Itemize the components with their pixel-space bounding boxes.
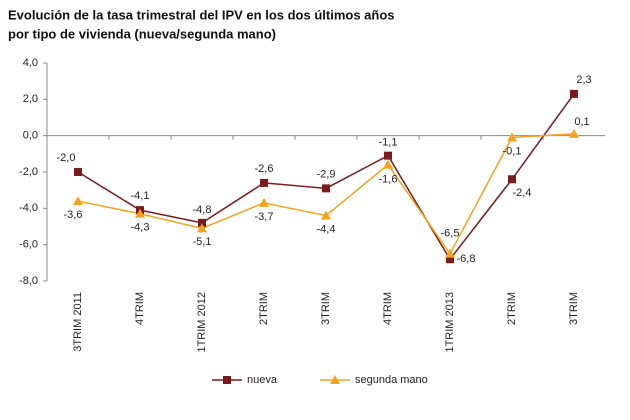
data-label: -6,8 [457, 253, 476, 265]
data-label: -2,4 [513, 187, 532, 199]
y-tick-label: -4,0 [19, 202, 38, 214]
data-label: -3,6 [64, 209, 83, 221]
marker [260, 178, 268, 187]
marker [74, 168, 82, 176]
data-label: -5,1 [193, 236, 212, 248]
x-tick-label: 3TRIM 2011 [72, 292, 84, 352]
marker [135, 208, 145, 218]
data-label: -4,4 [317, 224, 336, 236]
data-label: -4,1 [131, 190, 150, 202]
x-tick-label: 4TRIM [382, 292, 394, 325]
data-label: 2,3 [576, 74, 591, 86]
marker [197, 223, 207, 233]
marker [383, 159, 393, 169]
marker [507, 132, 517, 142]
data-label: -2,0 [57, 152, 76, 164]
x-tick-label: 3TRIM [568, 292, 580, 325]
x-tick-label: 3TRIM [320, 292, 332, 325]
y-tick-label: -2,0 [19, 166, 38, 178]
marker [198, 218, 206, 227]
marker [508, 175, 516, 184]
x-tick-label: 4TRIM [134, 292, 146, 325]
x-tick-label: 1TRIM 2013 [444, 292, 456, 353]
chart-title: Evolución de la tasa trimestral del IPV … [8, 7, 395, 22]
data-label: -3,7 [255, 211, 274, 223]
data-label: -1,1 [379, 137, 398, 149]
x-tick-label: 2TRIM [506, 292, 518, 325]
x-tick-label: 1TRIM 2012 [196, 292, 208, 353]
data-label: -1,6 [379, 174, 398, 186]
data-label: -2,9 [317, 168, 336, 180]
data-label: -2,6 [255, 163, 274, 175]
legend-label: segunda mano [355, 374, 428, 386]
marker [445, 248, 455, 258]
y-tick-label: 4,0 [23, 57, 38, 69]
chart-title: por tipo de vivienda (nueva/segunda mano… [8, 26, 276, 41]
marker [384, 151, 392, 160]
x-tick-label: 2TRIM [258, 292, 270, 325]
data-label: -0,1 [503, 145, 522, 157]
data-label: -6,5 [441, 228, 460, 240]
marker [322, 184, 330, 193]
marker [321, 210, 331, 220]
legend-marker [330, 375, 340, 384]
legend-label: nueva [247, 374, 278, 386]
series-line [77, 133, 575, 256]
y-tick-label: 2,0 [23, 93, 38, 105]
marker [570, 89, 578, 98]
marker [73, 196, 83, 206]
data-label: -4,3 [131, 222, 150, 234]
legend-marker [223, 376, 231, 384]
data-label: -4,8 [193, 204, 212, 216]
y-tick-label: -8,0 [19, 275, 38, 287]
y-tick-label: -6,0 [19, 239, 38, 251]
data-label: 0,1 [574, 116, 589, 128]
marker [446, 255, 454, 264]
marker [569, 128, 579, 138]
marker [259, 197, 269, 207]
y-tick-label: 0,0 [23, 130, 38, 142]
